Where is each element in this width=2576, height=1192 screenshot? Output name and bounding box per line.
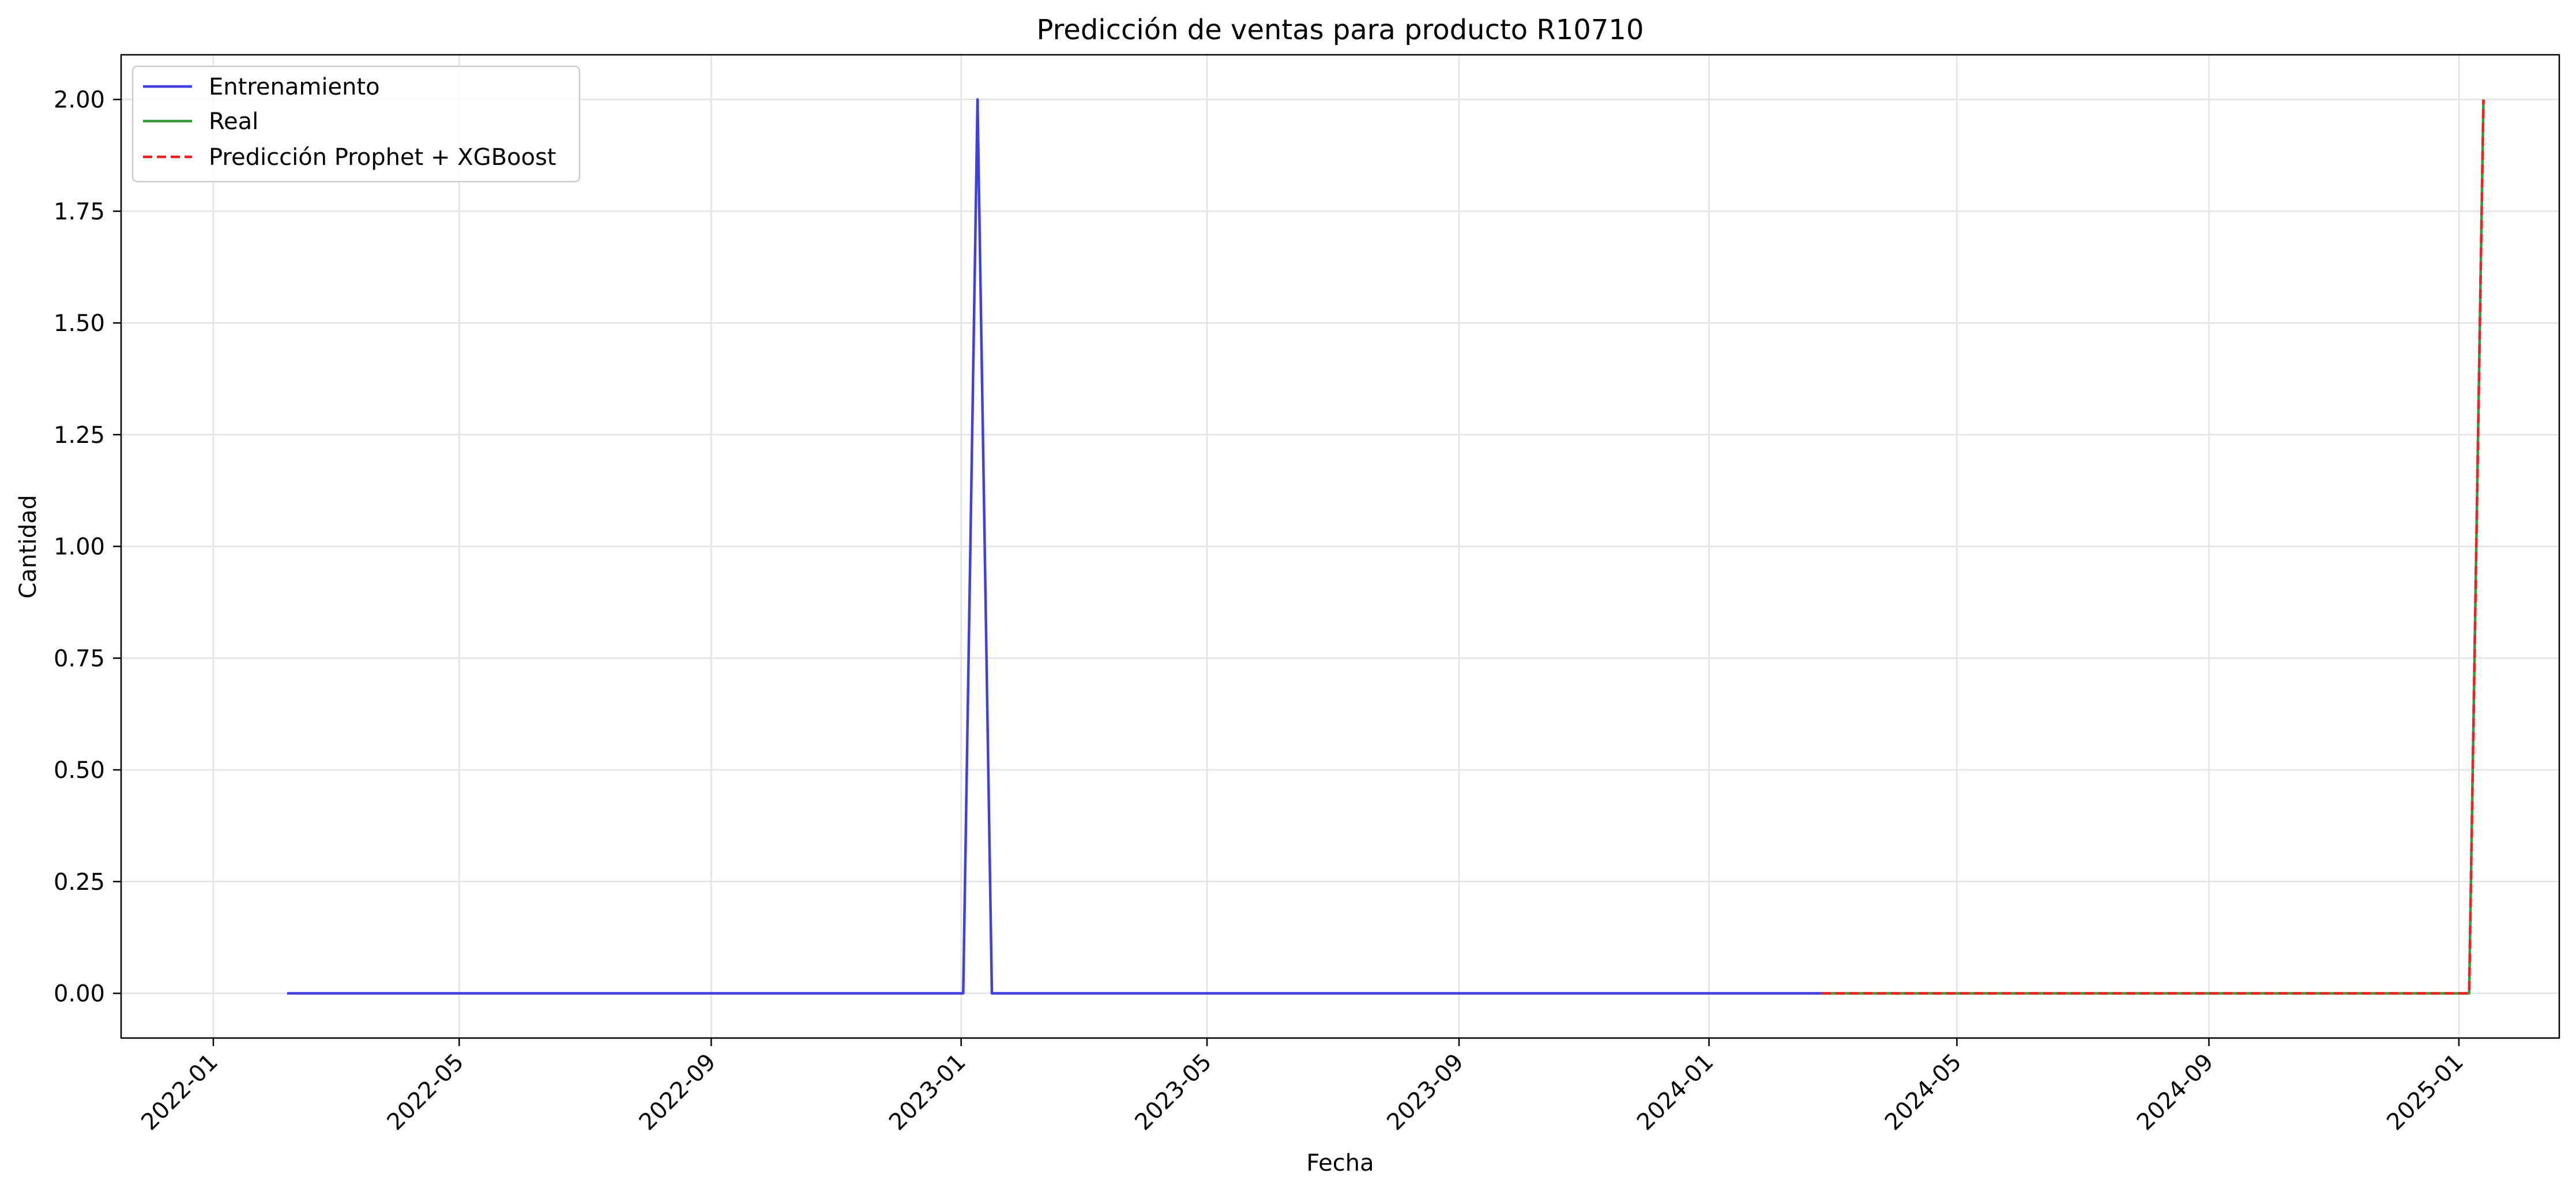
legend-label-training: Entrenamiento [209, 74, 380, 100]
legend: Entrenamiento Real Predicción Prophet + … [131, 65, 581, 183]
y-tick-label: 0.50 [54, 757, 105, 784]
series-lines [287, 98, 2485, 995]
y-tick-label: 1.50 [54, 310, 105, 337]
y-tick-label: 0.00 [54, 981, 105, 1007]
x-axis-label: Fecha [1306, 1150, 1374, 1176]
y-tick-label: 2.00 [54, 87, 105, 114]
chart-title: Predicción de ventas para producto R1071… [1037, 14, 1644, 46]
series-line-prediction [1821, 99, 2485, 995]
legend-label-prediction: Predicción Prophet + XGBoost [209, 144, 556, 171]
y-tick-label: 1.25 [54, 422, 105, 449]
y-tick-label: 1.75 [54, 198, 105, 225]
legend-box [131, 65, 581, 183]
y-axis-ticks: 0.00 0.25 0.50 0.75 1.00 1.25 1.50 1.75 2.00 [54, 87, 121, 1007]
series-line-training [287, 98, 1822, 995]
y-tick-label: 1.00 [54, 534, 105, 561]
legend-label-real: Real [209, 108, 258, 135]
y-tick-label: 0.25 [54, 869, 105, 896]
y-axis-label: Cantidad [15, 495, 42, 599]
y-tick-label: 0.75 [54, 645, 105, 672]
